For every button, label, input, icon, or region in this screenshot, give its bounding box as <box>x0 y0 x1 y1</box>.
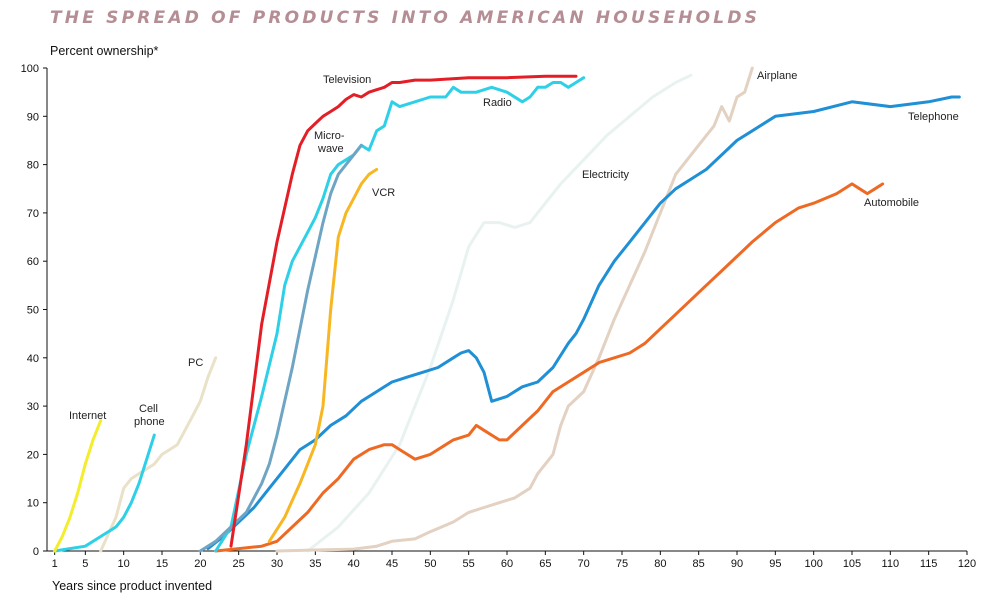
x-tick-label: 1 <box>52 558 58 570</box>
y-tick-label: 70 <box>27 208 39 220</box>
series-label-cell-phone: Cell phone <box>134 403 165 428</box>
series-label-vcr: VCR <box>372 187 395 199</box>
y-axis-title: Percent ownership* <box>50 44 159 58</box>
series-label-pc: PC <box>188 357 203 369</box>
x-tick-label: 80 <box>654 558 666 570</box>
x-tick-label: 70 <box>578 558 590 570</box>
x-tick-label: 20 <box>194 558 206 570</box>
y-tick-label: 50 <box>27 305 39 317</box>
x-tick-label: 65 <box>539 558 551 570</box>
series-line-pc <box>99 356 218 553</box>
series-line-vcr <box>267 167 379 543</box>
x-tick-label: 60 <box>501 558 513 570</box>
x-tick-label: 120 <box>958 558 976 570</box>
series-label-electricity: Electricity <box>582 169 630 181</box>
series-label-internet: Internet <box>69 410 106 422</box>
series-line-radio <box>214 76 586 553</box>
x-tick-label: 35 <box>309 558 321 570</box>
y-tick-label: 100 <box>21 63 39 75</box>
series-line-television <box>229 74 578 548</box>
series-line-airplane <box>275 66 754 553</box>
series-label-automobile: Automobile <box>864 197 919 209</box>
x-tick-label: 105 <box>843 558 861 570</box>
series-line-automobile <box>214 182 885 553</box>
x-tick-label: 115 <box>920 558 938 570</box>
x-tick-label: 10 <box>118 558 130 570</box>
series-line-cell-phone <box>53 433 156 553</box>
series-label-television: Television <box>323 74 371 86</box>
x-tick-label: 25 <box>233 558 245 570</box>
series-line-electricity <box>306 73 693 553</box>
x-tick-label: 30 <box>271 558 283 570</box>
series-line-telephone <box>206 95 961 551</box>
chart-title: THE SPREAD OF PRODUCTS INTO AMERICAN HOU… <box>50 8 761 28</box>
series-label-micro-wave: Micro-wave <box>314 130 345 155</box>
x-tick-label: 110 <box>882 558 900 570</box>
x-tick-label: 50 <box>424 558 436 570</box>
x-axis-title: Years since product invented <box>52 579 212 593</box>
x-tick-label: 5 <box>82 558 88 570</box>
series-labels: Electricity PC Airplane Telephone Automobile… <box>69 70 959 428</box>
x-tick-label: 95 <box>769 558 781 570</box>
x-tick-label: 15 <box>156 558 168 570</box>
x-tick-label: 75 <box>616 558 628 570</box>
y-tick-label: 60 <box>27 256 39 268</box>
x-tick-label: 55 <box>463 558 475 570</box>
y-tick-label: 10 <box>27 498 39 510</box>
y-tick-label: 80 <box>27 160 39 172</box>
y-tick-label: 30 <box>27 401 39 413</box>
x-tick-label: 90 <box>731 558 743 570</box>
y-tick-label: 40 <box>27 353 39 365</box>
x-tick-label: 40 <box>348 558 360 570</box>
y-tick-label: 20 <box>27 449 39 461</box>
x-tick-label: 45 <box>386 558 398 570</box>
series-line-micro-wave <box>198 143 363 553</box>
series-label-airplane: Airplane <box>757 70 797 82</box>
series-label-telephone: Telephone <box>908 111 959 123</box>
series-lines <box>53 66 961 553</box>
x-tick-label: 85 <box>693 558 705 570</box>
series-line-internet <box>53 419 103 553</box>
x-tick-label: 100 <box>804 558 822 570</box>
series-label-radio: Radio <box>483 97 512 109</box>
y-tick-label: 0 <box>33 546 39 558</box>
y-tick-label: 90 <box>27 111 39 123</box>
